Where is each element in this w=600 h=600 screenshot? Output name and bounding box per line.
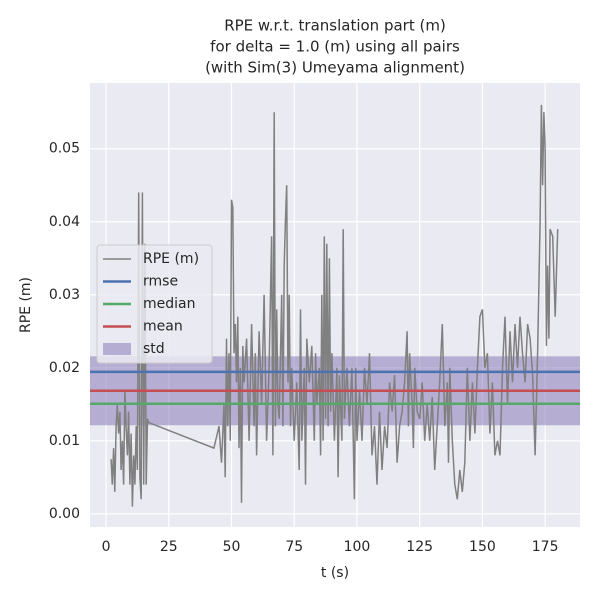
legend-label: mean	[143, 319, 183, 335]
legend-label: std	[143, 341, 165, 357]
legend-swatch	[103, 343, 131, 355]
legend-label: rmse	[143, 274, 178, 290]
legend-label: median	[143, 296, 195, 312]
legend-label: RPE (m)	[143, 251, 199, 267]
x-tick-label: 75	[285, 539, 303, 555]
y-tick-label: 0.04	[49, 214, 80, 230]
legend-box	[96, 244, 213, 364]
x-tick-label: 0	[102, 539, 111, 555]
x-tick-label: 50	[223, 539, 241, 555]
rpe-line	[110, 104, 559, 507]
y-tick-label: 0.05	[49, 141, 80, 157]
y-tick-label: 0.03	[49, 287, 80, 303]
y-axis-label: RPE (m)	[18, 277, 34, 333]
x-tick-label: 175	[532, 539, 559, 555]
x-axis-label: t (s)	[321, 565, 349, 581]
y-tick-label: 0.02	[49, 360, 80, 376]
chart-title: for delta = 1.0 (m) using all pairs	[210, 38, 460, 56]
chart-title: RPE w.r.t. translation part (m)	[224, 17, 446, 35]
x-tick-label: 100	[344, 539, 371, 555]
x-tick-label: 25	[160, 539, 178, 555]
y-tick-label: 0.01	[49, 433, 80, 449]
y-tick-label: 0.00	[49, 506, 80, 522]
x-tick-label: 125	[406, 539, 433, 555]
x-tick-label: 150	[469, 539, 496, 555]
chart-title: (with Sim(3) Umeyama alignment)	[205, 59, 465, 77]
